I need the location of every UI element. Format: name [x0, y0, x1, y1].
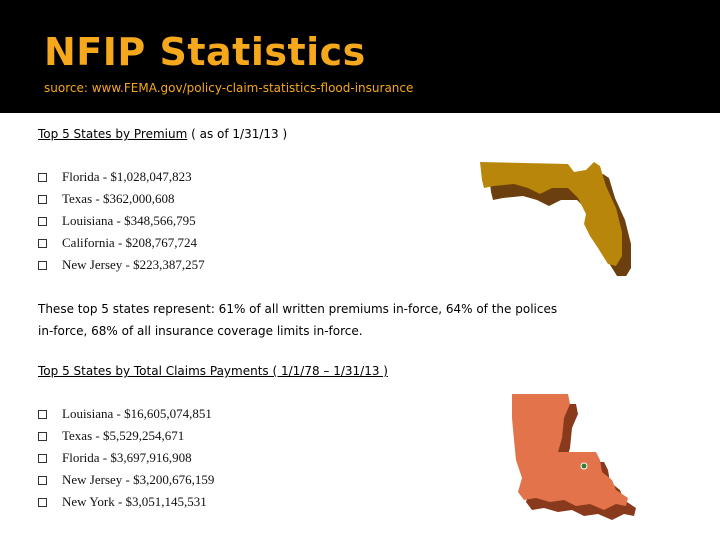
- list-item: Louisiana - $348,566,795: [38, 210, 205, 232]
- bullet-icon: [38, 475, 47, 485]
- list-item: Texas - $362,000,608: [38, 188, 205, 210]
- list-item-text: New Jersey - $3,200,676,159: [62, 472, 215, 487]
- claims-heading-title: Top 5 States by Total Claims Payments ( …: [38, 364, 388, 378]
- bullet-icon: [38, 238, 47, 248]
- page-title: NFIP Statistics: [44, 30, 366, 74]
- list-item-text: New Jersey - $223,387,257: [62, 257, 205, 272]
- list-item-text: New York - $3,051,145,531: [62, 494, 207, 509]
- list-item: Louisiana - $16,605,074,851: [38, 403, 214, 425]
- source-line: suorce: www.FEMA.gov/policy-claim-statis…: [44, 81, 414, 95]
- bullet-icon: [38, 409, 47, 419]
- bullet-icon: [38, 497, 47, 507]
- list-item: Florida - $3,697,916,908: [38, 447, 214, 469]
- bullet-icon: [38, 216, 47, 226]
- summary-paragraph: These top 5 states represent: 61% of all…: [38, 302, 558, 338]
- bullet-icon: [38, 172, 47, 182]
- list-item: New Jersey - $223,387,257: [38, 254, 205, 276]
- premium-list: Florida - $1,028,047,823 Texas - $362,00…: [38, 166, 205, 276]
- list-item-text: Florida - $1,028,047,823: [62, 169, 192, 184]
- capital-marker-icon: [580, 462, 588, 470]
- list-item-text: California - $208,767,724: [62, 235, 198, 250]
- premium-heading-date: ( as of 1/31/13 ): [187, 127, 288, 141]
- bullet-icon: [38, 194, 47, 204]
- list-item-text: Texas - $362,000,608: [62, 191, 175, 206]
- louisiana-map: [512, 394, 636, 520]
- list-item: Florida - $1,028,047,823: [38, 166, 205, 188]
- list-item: New Jersey - $3,200,676,159: [38, 469, 214, 491]
- list-item: New York - $3,051,145,531: [38, 491, 214, 513]
- list-item-text: Louisiana - $348,566,795: [62, 213, 196, 228]
- list-item-text: Florida - $3,697,916,908: [62, 450, 192, 465]
- bullet-icon: [38, 453, 47, 463]
- premium-heading: Top 5 States by Premium ( as of 1/31/13 …: [38, 127, 287, 141]
- premium-heading-title: Top 5 States by Premium: [38, 127, 188, 141]
- list-item-text: Louisiana - $16,605,074,851: [62, 406, 212, 421]
- header-bar: NFIP Statistics suorce: www.FEMA.gov/pol…: [0, 0, 720, 113]
- claims-list: Louisiana - $16,605,074,851 Texas - $5,5…: [38, 403, 214, 513]
- claims-heading: Top 5 States by Total Claims Payments ( …: [38, 364, 388, 378]
- list-item: Texas - $5,529,254,671: [38, 425, 214, 447]
- florida-map: [480, 162, 631, 276]
- bullet-icon: [38, 260, 47, 270]
- list-item: California - $208,767,724: [38, 232, 205, 254]
- bullet-icon: [38, 431, 47, 441]
- list-item-text: Texas - $5,529,254,671: [62, 428, 185, 443]
